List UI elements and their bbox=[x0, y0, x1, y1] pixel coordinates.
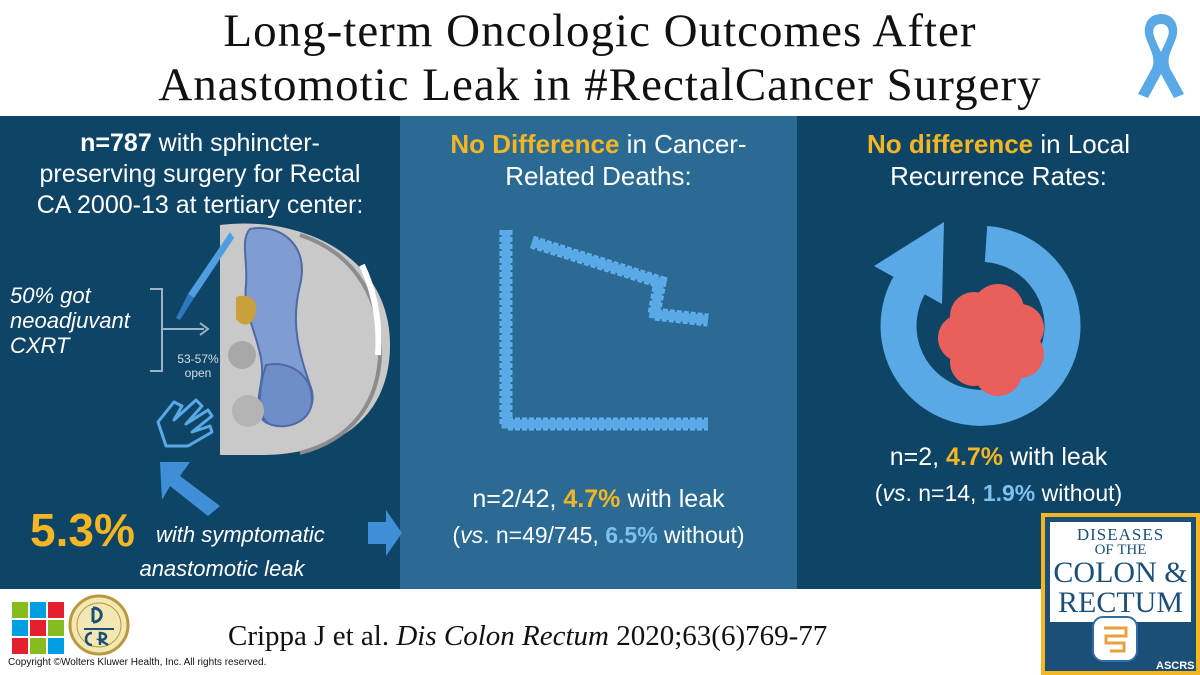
neoadjuvant-text: 50% got neoadjuvant CXRT bbox=[10, 283, 130, 358]
cancer-deaths-heading: No Difference in Cancer- Related Deaths: bbox=[450, 129, 747, 191]
wolters-kluwer-logo bbox=[12, 602, 64, 654]
right-arrow-icon bbox=[368, 510, 402, 556]
journal-cover: DISEASES OF THE COLON & RECTUM bbox=[1041, 513, 1200, 675]
title-line-2: Anastomotic Leak in #RectalCancer Surger… bbox=[158, 59, 1042, 111]
n-total: n=787 bbox=[80, 129, 152, 157]
scalpel-icon bbox=[176, 232, 234, 320]
hands-icon bbox=[156, 398, 214, 448]
awareness-ribbon-icon bbox=[1138, 14, 1184, 98]
bracket-arrow bbox=[150, 288, 210, 372]
down-arrow-icon bbox=[160, 462, 220, 516]
middle-panel bbox=[400, 116, 797, 589]
leak-percentage: 5.3% bbox=[30, 504, 135, 556]
recurrence-no-leak-stat: (vs. n=14, 1.9% without) bbox=[874, 480, 1123, 506]
leak-text-line-1: with symptomatic bbox=[156, 522, 325, 547]
title-line-1: Long-term Oncologic Outcomes After bbox=[223, 5, 977, 57]
citation: Crippa J et al. Dis Colon Rectum 2020;63… bbox=[228, 620, 828, 652]
rectum-anatomy-illustration bbox=[220, 223, 390, 455]
cancer-deaths-no-leak-stat: (vs. n=49/745, 6.5% without) bbox=[452, 522, 745, 548]
journal-title-block: DISEASES OF THE COLON & RECTUM bbox=[1050, 522, 1191, 622]
dcr-seal-logo bbox=[68, 594, 130, 656]
leak-text-line-2: anastomotic leak bbox=[139, 556, 305, 581]
journal-logo-icon bbox=[1092, 616, 1138, 662]
recurrence-cycle-icon bbox=[874, 222, 1081, 426]
cancer-deaths-leak-stat: n=2/42, 4.7% with leak bbox=[472, 485, 725, 513]
survival-curve-icon bbox=[499, 230, 709, 431]
ascrs-label: ASCRS bbox=[1156, 660, 1195, 672]
tumor-icon bbox=[938, 284, 1044, 396]
recurrence-leak-stat: n=2, 4.7% with leak bbox=[889, 443, 1108, 471]
page-title: Long-term Oncologic Outcomes After Anast… bbox=[0, 4, 1200, 112]
study-population-text: n=787 with sphincter- preserving surgery… bbox=[36, 129, 364, 219]
open-surgery-text: 53-57% open bbox=[177, 352, 219, 380]
local-recurrence-heading: No difference in Local Recurrence Rates: bbox=[867, 129, 1130, 191]
copyright-notice: Copyright ©Wolters Kluwer Health, Inc. A… bbox=[8, 657, 267, 668]
